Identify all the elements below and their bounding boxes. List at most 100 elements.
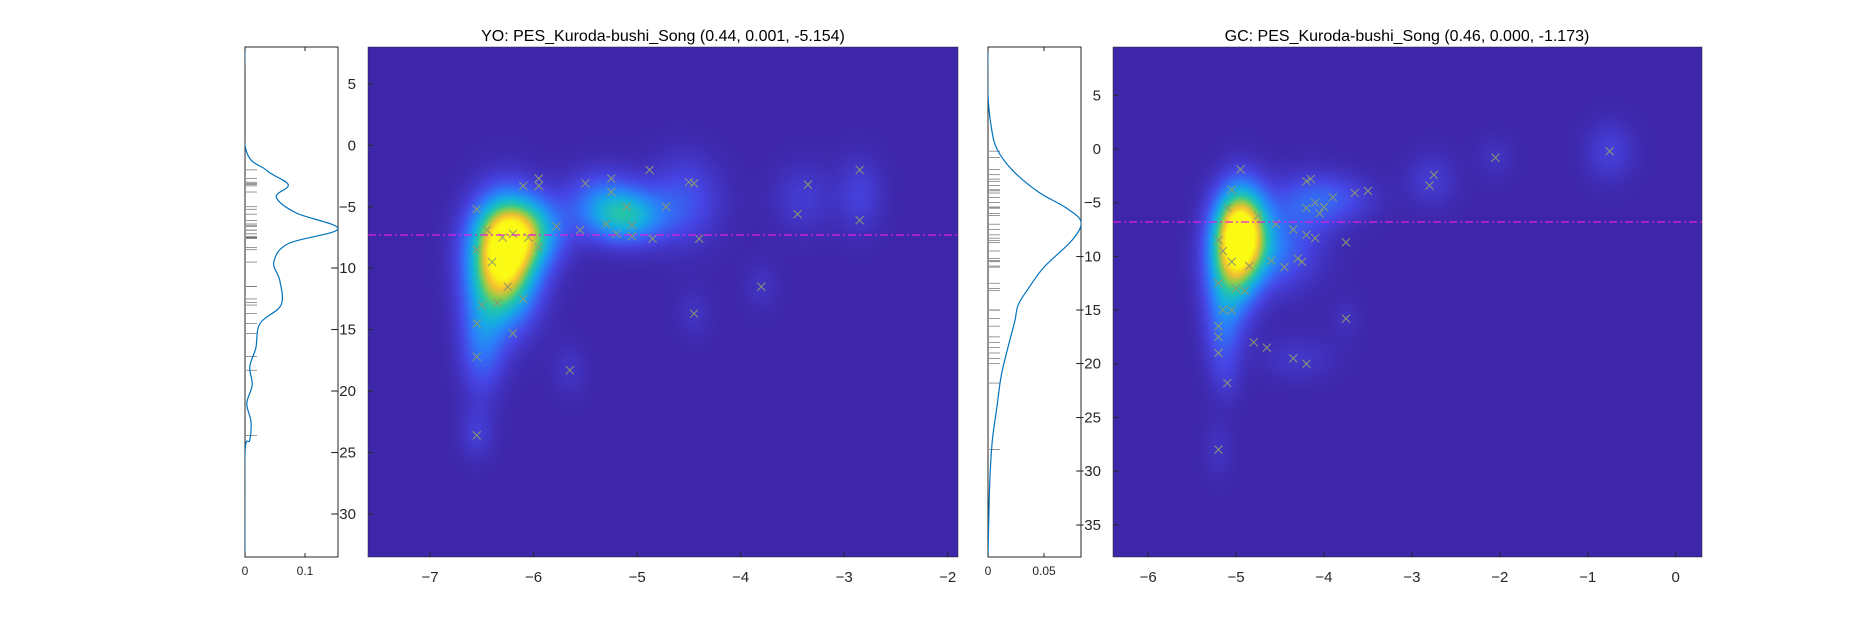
y-tick-label: −25 [331, 445, 356, 462]
chart-title-yo: YO: PES_Kuroda-bushi_Song (0.44, 0.001, … [481, 28, 845, 45]
y-tick-label: −10 [331, 260, 356, 277]
data-point-marker [482, 225, 492, 235]
y-tick-label: 5 [348, 76, 356, 93]
data-point-marker [1315, 209, 1324, 218]
data-point-marker [1341, 238, 1351, 247]
data-point-marker [1293, 254, 1302, 263]
data-point-marker [661, 202, 671, 212]
y-tick-label: −5 [339, 199, 356, 216]
data-point-marker [648, 234, 658, 244]
axes-box [1112, 46, 1703, 558]
data-point-marker [612, 229, 621, 239]
data-point-marker [477, 300, 487, 310]
data-point-marker [1214, 321, 1223, 331]
data-point-marker [689, 179, 699, 188]
data-point-marker [1236, 165, 1245, 174]
y-tick-label: −20 [331, 383, 356, 400]
data-point-marker [606, 187, 616, 197]
data-point-marker [1214, 278, 1223, 288]
x-tick-label: −6 [1140, 569, 1157, 586]
data-point-marker [534, 242, 544, 252]
data-point-marker [645, 165, 654, 175]
data-point-marker [1214, 445, 1223, 454]
data-point-marker [1244, 261, 1254, 271]
density-curve [988, 47, 1081, 557]
marginal-density-yo: 0 0.1 [242, 46, 339, 578]
marginal-density-gc: 0 0.05 [985, 46, 1082, 578]
data-point-marker [508, 229, 518, 239]
data-point-marker [1302, 359, 1311, 369]
x-tick-label: −3 [1403, 569, 1420, 586]
data-point-marker [534, 181, 544, 191]
data-point-marker [622, 202, 632, 212]
data-point-marker [487, 257, 497, 267]
data-point-marker [1306, 174, 1316, 184]
data-point-marker [1231, 284, 1241, 293]
x-tick-label: −5 [629, 569, 646, 586]
y-tick-label: −15 [1076, 302, 1101, 319]
x-tick-label: −7 [422, 569, 439, 586]
scatter-points-yo [472, 165, 865, 440]
data-point-marker [472, 352, 482, 362]
data-point-marker [565, 365, 575, 375]
x-tick-label: −6 [525, 569, 542, 586]
heatmap-image-yo [368, 47, 958, 557]
data-point-marker [534, 174, 544, 183]
data-point-marker [1222, 378, 1232, 388]
data-point-marker [1214, 235, 1223, 245]
data-point-marker [1491, 153, 1500, 162]
data-point-marker [581, 179, 590, 188]
data-point-marker [1328, 192, 1338, 202]
data-point-marker [1302, 203, 1311, 213]
data-point-marker [1214, 332, 1223, 342]
y-tick-label: −35 [1076, 517, 1101, 534]
data-point-marker [575, 225, 585, 235]
x-tick-label: −4 [1315, 569, 1332, 586]
marginal-axes-box-gc [987, 46, 1082, 558]
data-point-marker [1363, 186, 1373, 196]
y-tick-label: −30 [331, 506, 356, 523]
data-point-marker [793, 209, 802, 219]
data-point-marker [472, 245, 482, 255]
data-point-marker [1350, 188, 1360, 198]
data-point-marker [1302, 230, 1311, 240]
y-tick-label: 5 [1093, 87, 1101, 104]
data-point-marker [493, 298, 502, 307]
data-point-marker [1249, 337, 1259, 347]
marginal-axes-box-yo [244, 46, 339, 558]
y-tick-label: −10 [1076, 248, 1101, 265]
data-point-marker [1266, 256, 1276, 266]
y-tick-label: −5 [1084, 195, 1101, 212]
axes-box [367, 46, 959, 558]
data-point-marker [508, 328, 518, 338]
y-tick-label: 0 [1093, 141, 1101, 158]
x-tick-label: 0 [1671, 569, 1679, 586]
data-point-marker [627, 231, 637, 241]
data-point-marker [472, 430, 482, 440]
data-point-marker [606, 174, 616, 183]
y-tick-label: 0 [348, 137, 356, 154]
data-point-marker [1319, 202, 1329, 212]
data-point-marker [1302, 176, 1311, 186]
data-point-marker [1288, 354, 1298, 363]
x-tick-label: −3 [836, 569, 853, 586]
data-point-marker [1253, 211, 1263, 220]
y-tick-label: −25 [1076, 409, 1101, 426]
data-point-marker [1280, 262, 1289, 272]
data-point-marker [1425, 181, 1434, 190]
panel-gc: GC: PES_Kuroda-bushi_Song (0.46, 0.000, … [985, 28, 1703, 586]
data-point-marker [855, 215, 865, 225]
data-point-marker [1288, 225, 1298, 234]
marginal-plot-area [988, 47, 1081, 557]
data-point-marker [855, 165, 865, 175]
data-point-marker [803, 180, 813, 189]
data-point-marker [601, 219, 611, 229]
data-point-marker [1310, 233, 1320, 243]
x-tick-label: −4 [732, 569, 749, 586]
x-tick-label: −1 [1579, 569, 1596, 586]
y-tick-label: −20 [1076, 356, 1101, 373]
data-point-marker [1310, 198, 1320, 208]
data-point-marker [1222, 203, 1232, 213]
x-tick-label: −2 [939, 569, 956, 586]
